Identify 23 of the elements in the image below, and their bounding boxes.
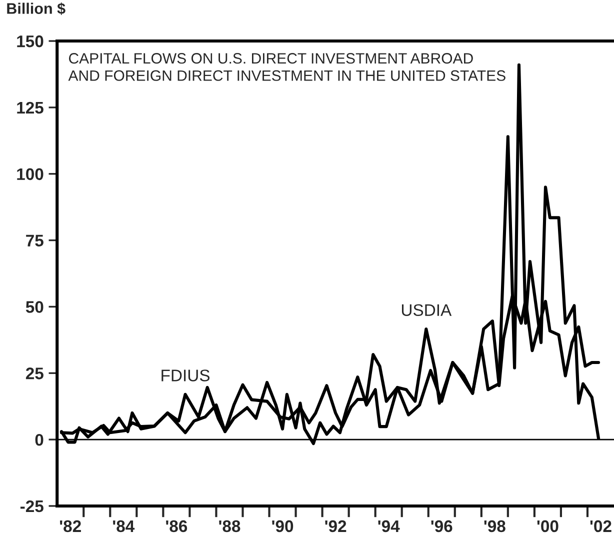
y-tick-label: 150 (17, 35, 44, 48)
y-tick-label: 25 (26, 368, 44, 380)
x-tick-label: '82 (60, 520, 81, 532)
x-tick-label: '02 (590, 520, 612, 532)
x-tick-label: '88 (219, 520, 240, 532)
x-tick-label: '84 (113, 520, 135, 532)
x-tick-label: '98 (484, 520, 506, 532)
x-tick-label: '94 (378, 520, 400, 532)
x-tick-label: '86 (166, 520, 188, 532)
y-tick-label: -25 (20, 500, 44, 512)
annotation: FDIUS (162, 370, 210, 382)
y-tick-label: 0 (35, 434, 44, 446)
y-tick-label: 75 (26, 234, 44, 246)
x-tick-label: '96 (431, 520, 452, 532)
annotation: USDIA (402, 304, 452, 316)
x-tick-label: '92 (325, 520, 346, 532)
y-tick-label: 100 (17, 168, 44, 180)
x-tick-label: '90 (272, 520, 294, 532)
y-tick-label: 50 (26, 301, 44, 313)
x-tick-label: '00 (537, 520, 558, 532)
y-axis-title: Billion $ (7, 2, 66, 15)
y-tick-label: 125 (17, 102, 44, 114)
text: CAPITAL FLOWS ON U.S. DIRECT INVESTMENT ABROAD AND FOREIGN DIRECT INVESTMENT IN THE UNITED STATES (68, 53, 506, 81)
